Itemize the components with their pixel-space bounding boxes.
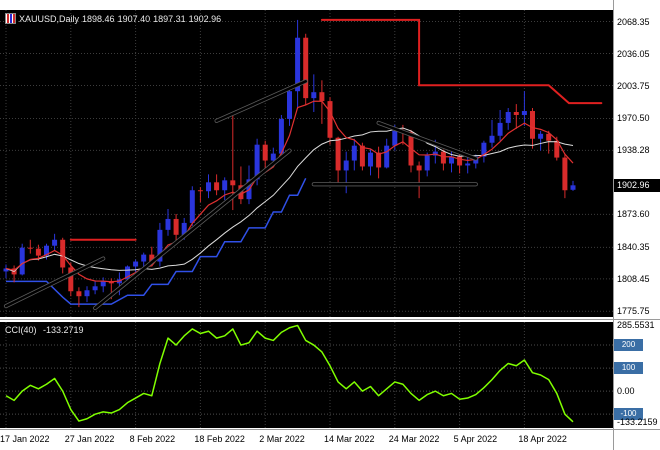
chart-symbol-icon bbox=[5, 13, 16, 24]
time-axis-label: 2 Mar 2022 bbox=[259, 434, 305, 444]
price-axis-label: 1775.75 bbox=[617, 306, 650, 317]
cci-indicator-value: -133.2719 bbox=[43, 325, 84, 335]
price-axis-label: 1970.50 bbox=[617, 113, 650, 124]
time-axis-label: 8 Feb 2022 bbox=[129, 434, 176, 444]
price-axis-label: 1840.35 bbox=[617, 242, 650, 253]
cci-max-label: 285.5531 bbox=[617, 320, 655, 331]
price-axis-label: 2003.75 bbox=[617, 80, 650, 91]
price-axis: 2068.35 2036.05 2003.75 1970.50 1938.28 … bbox=[613, 0, 660, 450]
cci-level-badge-minus100: -100 bbox=[614, 408, 643, 421]
time-axis-label: 24 Mar 2022 bbox=[388, 434, 440, 444]
price-axis-label: 1808.45 bbox=[617, 273, 650, 284]
time-axis-label: 5 Apr 2022 bbox=[453, 434, 498, 444]
time-axis-label: 18 Apr 2022 bbox=[518, 434, 567, 444]
cci-level-badge-200: 200 bbox=[614, 339, 643, 352]
time-axis: 17 Jan 2022 27 Jan 2022 8 Feb 2022 18 Fe… bbox=[0, 429, 660, 450]
price-axis-label: 2036.05 bbox=[617, 48, 650, 59]
cci-level-badge-100: 100 bbox=[614, 362, 643, 375]
cci-indicator-header: CCI(40) -133.2719 bbox=[5, 325, 88, 335]
price-axis-label: 2068.35 bbox=[617, 16, 650, 27]
ohlc-low-value: 1897.31 bbox=[153, 13, 186, 24]
time-axis-label: 18 Feb 2022 bbox=[194, 434, 245, 444]
panel-separator[interactable] bbox=[0, 319, 660, 320]
cci-zero-label: 0.00 bbox=[617, 386, 635, 397]
symbol-timeframe-label: XAUUSD,Daily bbox=[19, 13, 80, 24]
current-price-badge: 1902.96 bbox=[614, 178, 660, 192]
chart-header: XAUUSD,Daily 1898.46 1907.40 1897.31 190… bbox=[5, 13, 224, 24]
time-axis-label: 14 Mar 2022 bbox=[324, 434, 375, 444]
time-axis-label: 27 Jan 2022 bbox=[64, 434, 115, 444]
cci-indicator-label: CCI(40) bbox=[5, 325, 37, 335]
ohlc-open-value: 1898.46 bbox=[82, 13, 115, 24]
ohlc-close-value: 1902.96 bbox=[188, 13, 222, 24]
cci-min-label: -133.2159 bbox=[617, 416, 658, 427]
price-axis-label: 1873.60 bbox=[617, 209, 650, 220]
time-axis-label: 17 Jan 2022 bbox=[0, 434, 50, 444]
ohlc-high-value: 1907.40 bbox=[117, 13, 151, 24]
price-axis-label: 1938.28 bbox=[617, 145, 650, 156]
